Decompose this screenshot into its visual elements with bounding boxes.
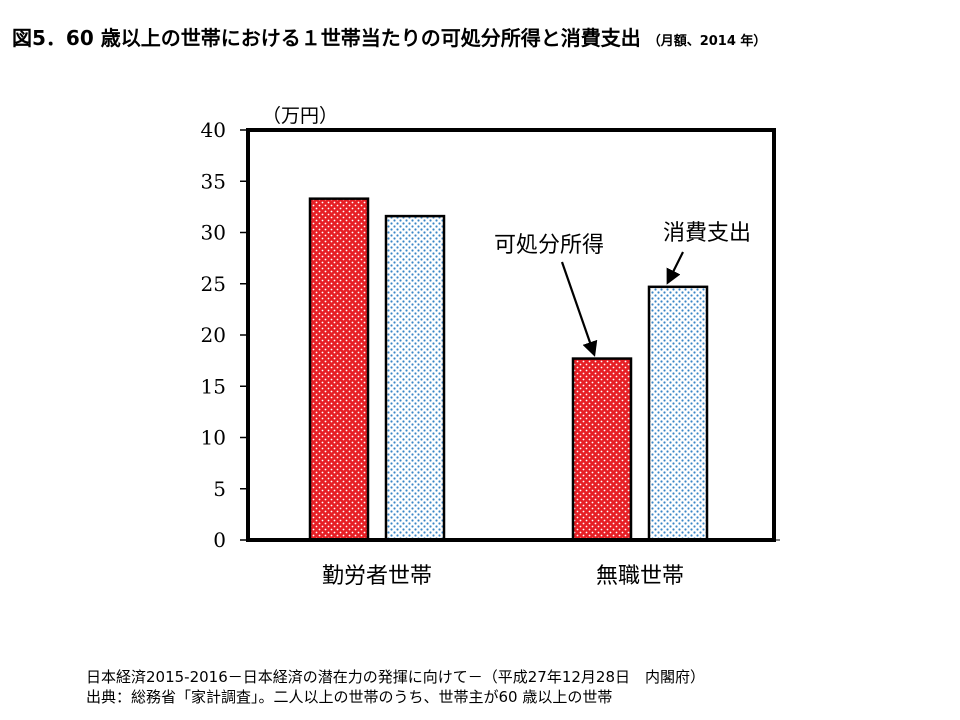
x-category-label: 無職世帯 [596, 564, 684, 589]
bar-disposable-income-0 [308, 197, 370, 542]
y-tick-label: 30 [201, 221, 226, 245]
y-tick-label: 25 [201, 272, 226, 296]
y-tick-label: 0 [213, 528, 226, 552]
footer-line-1: 日本経済2015-2016－日本経済の潜在力の発揮に向けて－（平成27年12月2… [86, 668, 706, 686]
y-tick-label: 35 [201, 169, 226, 193]
source-note: 日本経済2015-2016－日本経済の潜在力の発揮に向けて－（平成27年12月2… [86, 667, 705, 707]
figure-title: 図5．60 歳以上の世帯における１世帯当たりの可処分所得と消費支出 （月額、20… [12, 22, 766, 51]
y-tick-label: 10 [201, 426, 226, 450]
annotation-arrow [666, 251, 684, 285]
title-subtitle: （月額、2014 年） [647, 34, 767, 49]
y-axis-unit-label: （万円） [262, 105, 338, 127]
footer-line-2: 出典：総務省「家計調査」。二人以上の世帯のうち、世帯主が60 歳以上の世帯 [86, 688, 613, 706]
y-tick-label: 5 [213, 477, 226, 501]
bar-chart: 0 5 10 15 20 25 30 35 40 （万円） 勤労者世帯 無職世帯 可処分所得 消費支出 [201, 105, 780, 589]
bar-consumption-0 [384, 214, 446, 542]
y-tick-label: 15 [201, 374, 226, 398]
x-category-label: 勤労者世帯 [322, 564, 432, 589]
title-main: 図5．60 歳以上の世帯における１世帯当たりの可処分所得と消費支出 [12, 26, 641, 50]
y-tick-label: 40 [201, 118, 226, 142]
annotation-label: 消費支出 [663, 221, 751, 246]
bar-disposable-income-1 [571, 357, 633, 542]
bar-consumption-1 [647, 285, 709, 542]
annotation-arrow [560, 261, 598, 357]
plot-frame [246, 128, 776, 542]
annotation-label: 可処分所得 [494, 233, 604, 258]
y-tick-label: 20 [201, 323, 226, 347]
